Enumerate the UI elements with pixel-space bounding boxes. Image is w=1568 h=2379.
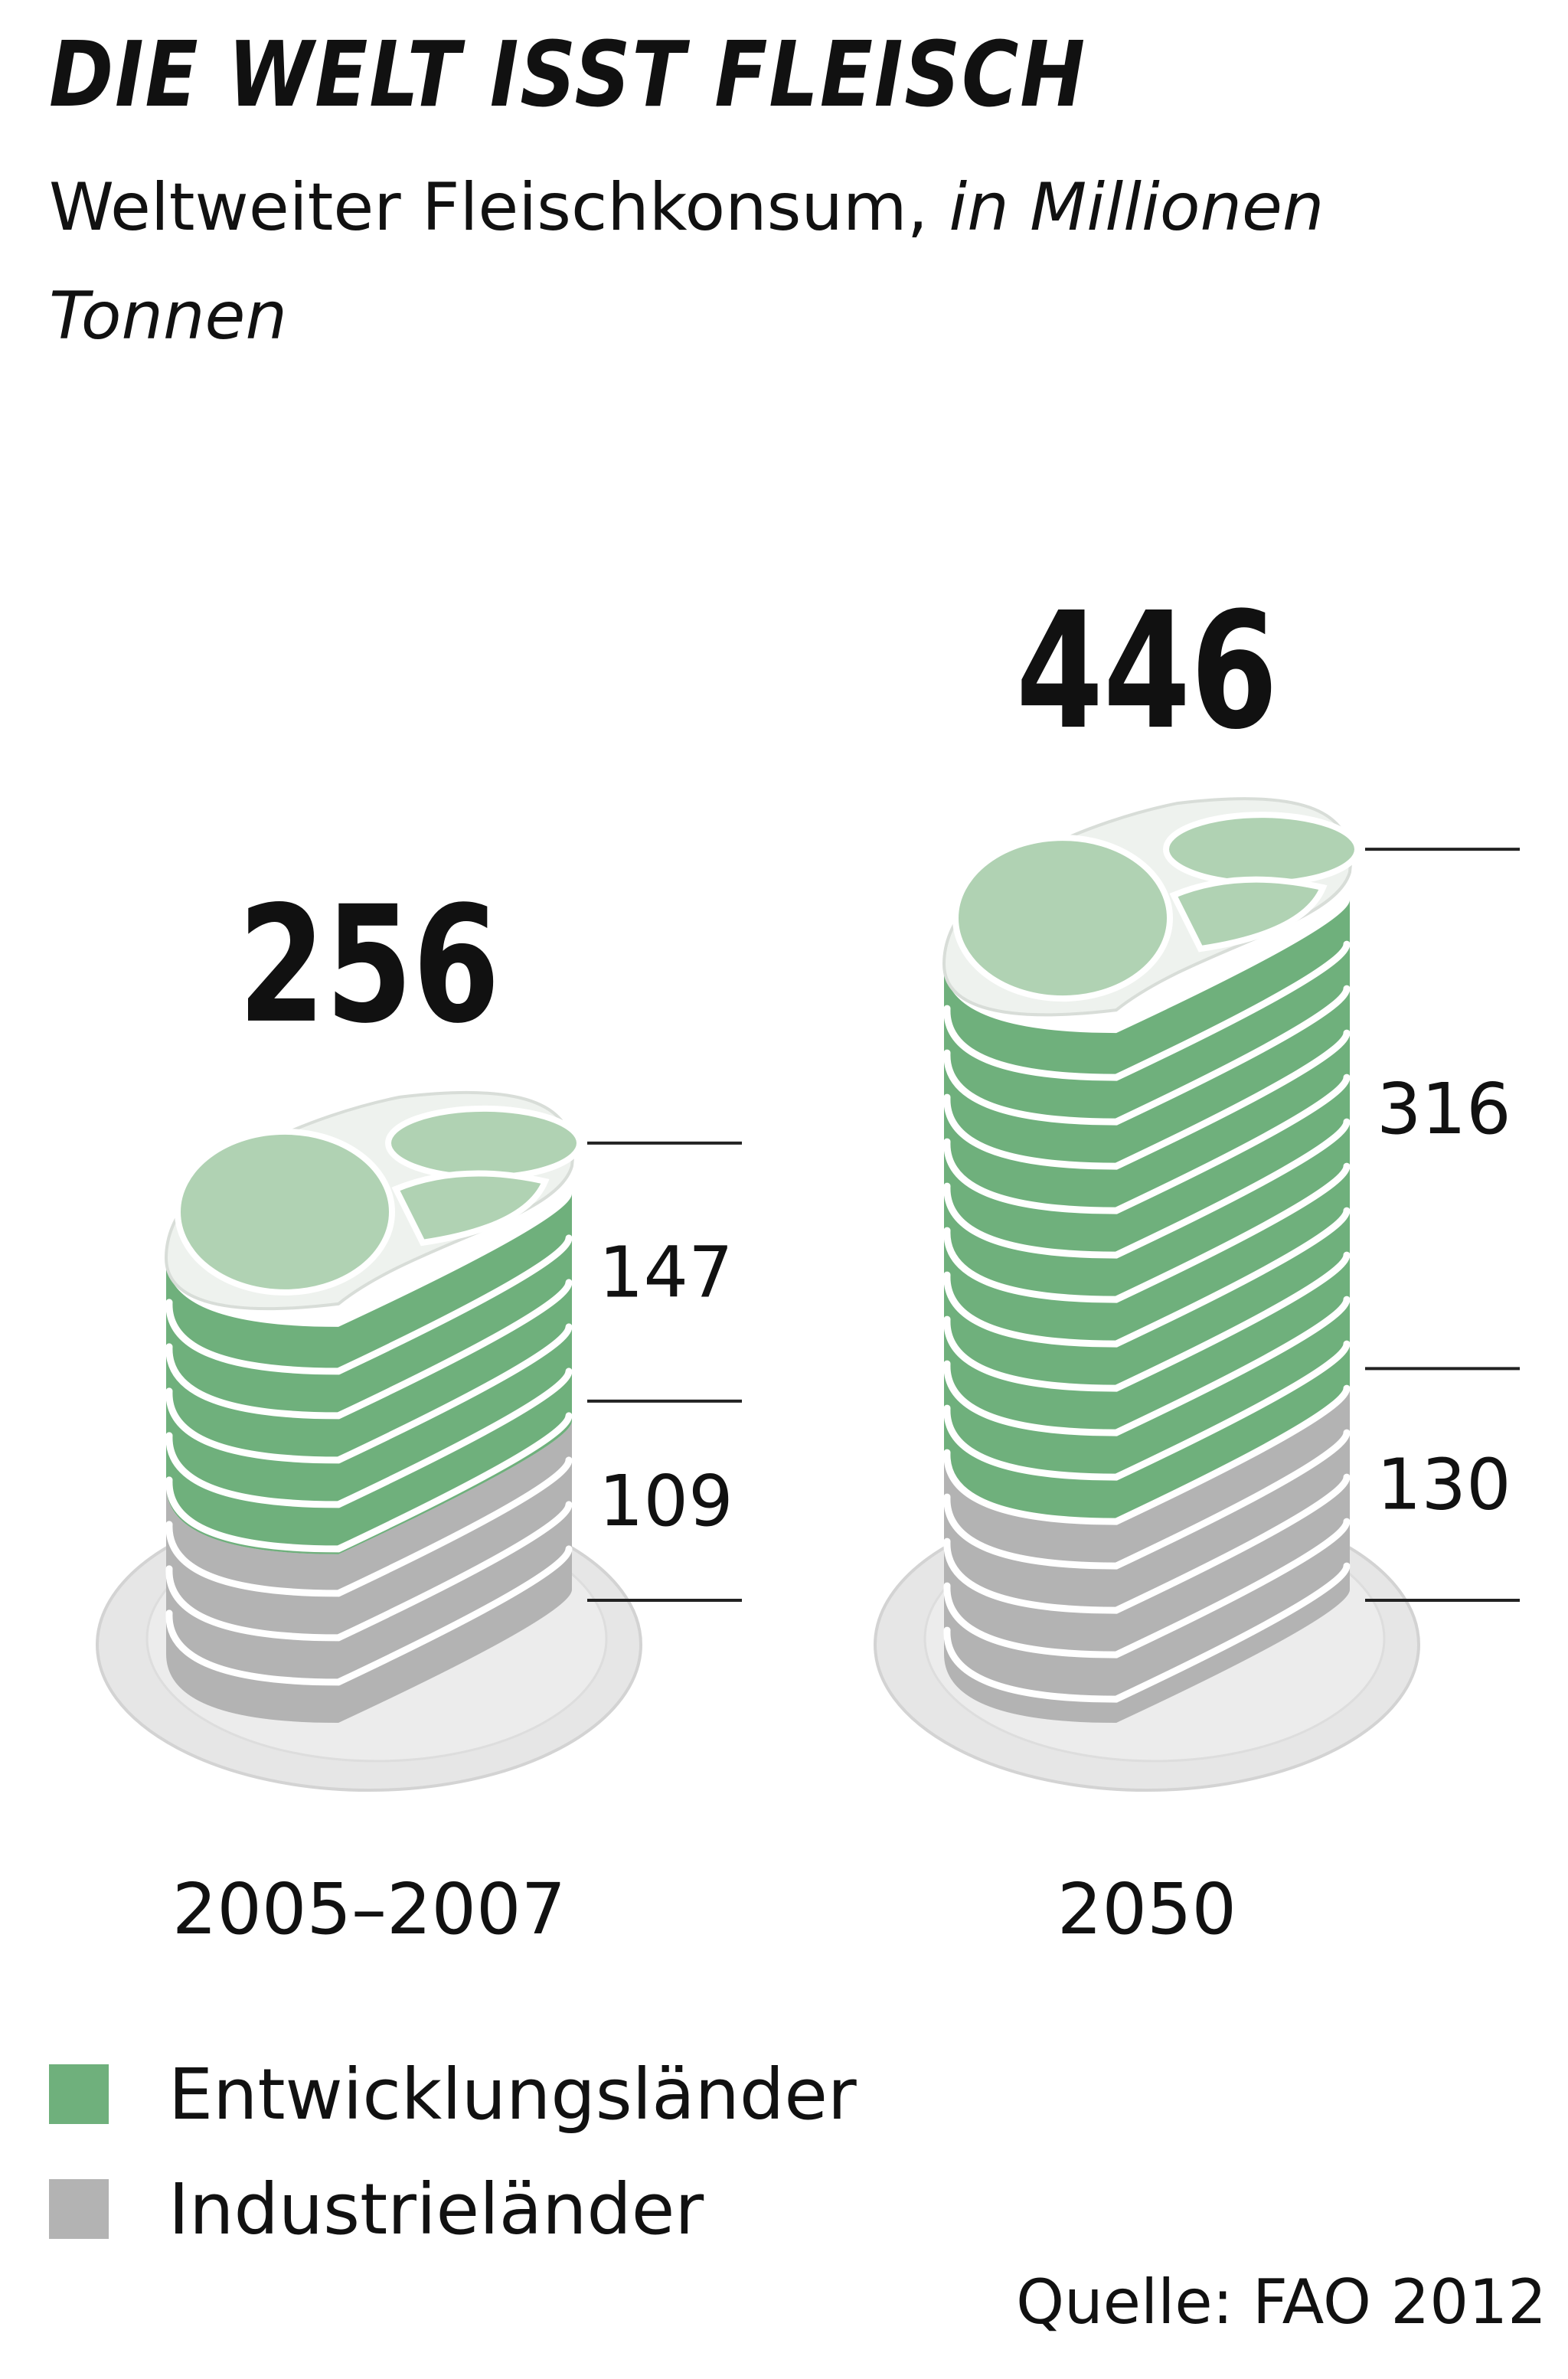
slice-line (943, 1429, 1351, 1570)
slice-line (165, 1412, 573, 1553)
total-label-1: 256 (238, 872, 500, 1059)
bar-developing-1 (166, 1193, 572, 1554)
slice-line (943, 1473, 1351, 1614)
category-label-2: 2050 (1057, 1868, 1236, 1950)
subtitle-unit: in Millionen Tonnen (49, 169, 1325, 355)
label-developing-2: 316 (1377, 1068, 1511, 1150)
legend-item-industrial: Industrieländer (49, 2152, 857, 2266)
slice-line (165, 1456, 573, 1597)
chart-title: DIE WELT ISST FLEISCH (49, 21, 1086, 127)
label-developing-1: 147 (599, 1231, 733, 1313)
slice-line (943, 1518, 1351, 1658)
slice-line (943, 1562, 1351, 1703)
chart-subtitle: Weltweiter Fleischkonsum, in Millionen T… (49, 153, 1527, 371)
cap-meat-large-2 (952, 835, 1173, 1002)
slice-line (943, 1340, 1351, 1481)
tower-1: 147 109 256 2005–2007 (96, 872, 742, 1950)
label-industrial-2: 130 (1377, 1444, 1511, 1526)
slice-line (165, 1234, 573, 1375)
slice-lines-2 (943, 940, 1351, 1703)
slice-line (943, 1384, 1351, 1525)
slice-line (165, 1545, 573, 1686)
slice-line (943, 1207, 1351, 1348)
slice-lines-1 (165, 1234, 573, 1686)
slice-line (943, 1296, 1351, 1436)
stacked-tower-chart: 147 109 256 2005–2007 316 130 446 2050 (96, 578, 1520, 1950)
legend-label-developing: Entwicklungsländer (168, 2053, 857, 2136)
slice-line (943, 1251, 1351, 1392)
slice-line (943, 1118, 1351, 1259)
bar-industrial-2 (944, 1388, 1350, 1723)
cap-meat-mid-2 (1169, 876, 1328, 953)
cap-meat-small-1 (385, 1105, 583, 1181)
slice-line (165, 1368, 573, 1508)
source-note: Quelle: FAO 2012 (1016, 2266, 1547, 2338)
cap-meat-large-1 (175, 1128, 395, 1296)
cap-meat-mid-1 (391, 1170, 550, 1247)
slice-line (943, 940, 1351, 1081)
subtitle-text: Weltweiter Fleischkonsum, (49, 169, 929, 246)
bar-industrial-1 (166, 1420, 572, 1723)
total-label-2: 446 (1016, 578, 1278, 765)
slice-line (165, 1323, 573, 1464)
slice-line (943, 1073, 1351, 1214)
slice-line (165, 1279, 573, 1420)
slice-line (165, 1501, 573, 1642)
legend-item-developing: Entwicklungsländer (49, 2037, 857, 2152)
slice-line (943, 1029, 1351, 1170)
category-label-1: 2005–2007 (172, 1868, 566, 1950)
label-industrial-1: 109 (599, 1460, 733, 1542)
cap-meat-small-2 (1163, 812, 1361, 887)
slice-line (943, 985, 1351, 1126)
legend-label-industrial: Industrieländer (168, 2168, 704, 2250)
legend-swatch-industrial (49, 2179, 109, 2239)
legend: Entwicklungsländer Industrieländer (49, 2037, 857, 2266)
slice-line (943, 1162, 1351, 1303)
tower-2: 316 130 446 2050 (874, 578, 1520, 1950)
legend-swatch-developing (49, 2064, 109, 2124)
